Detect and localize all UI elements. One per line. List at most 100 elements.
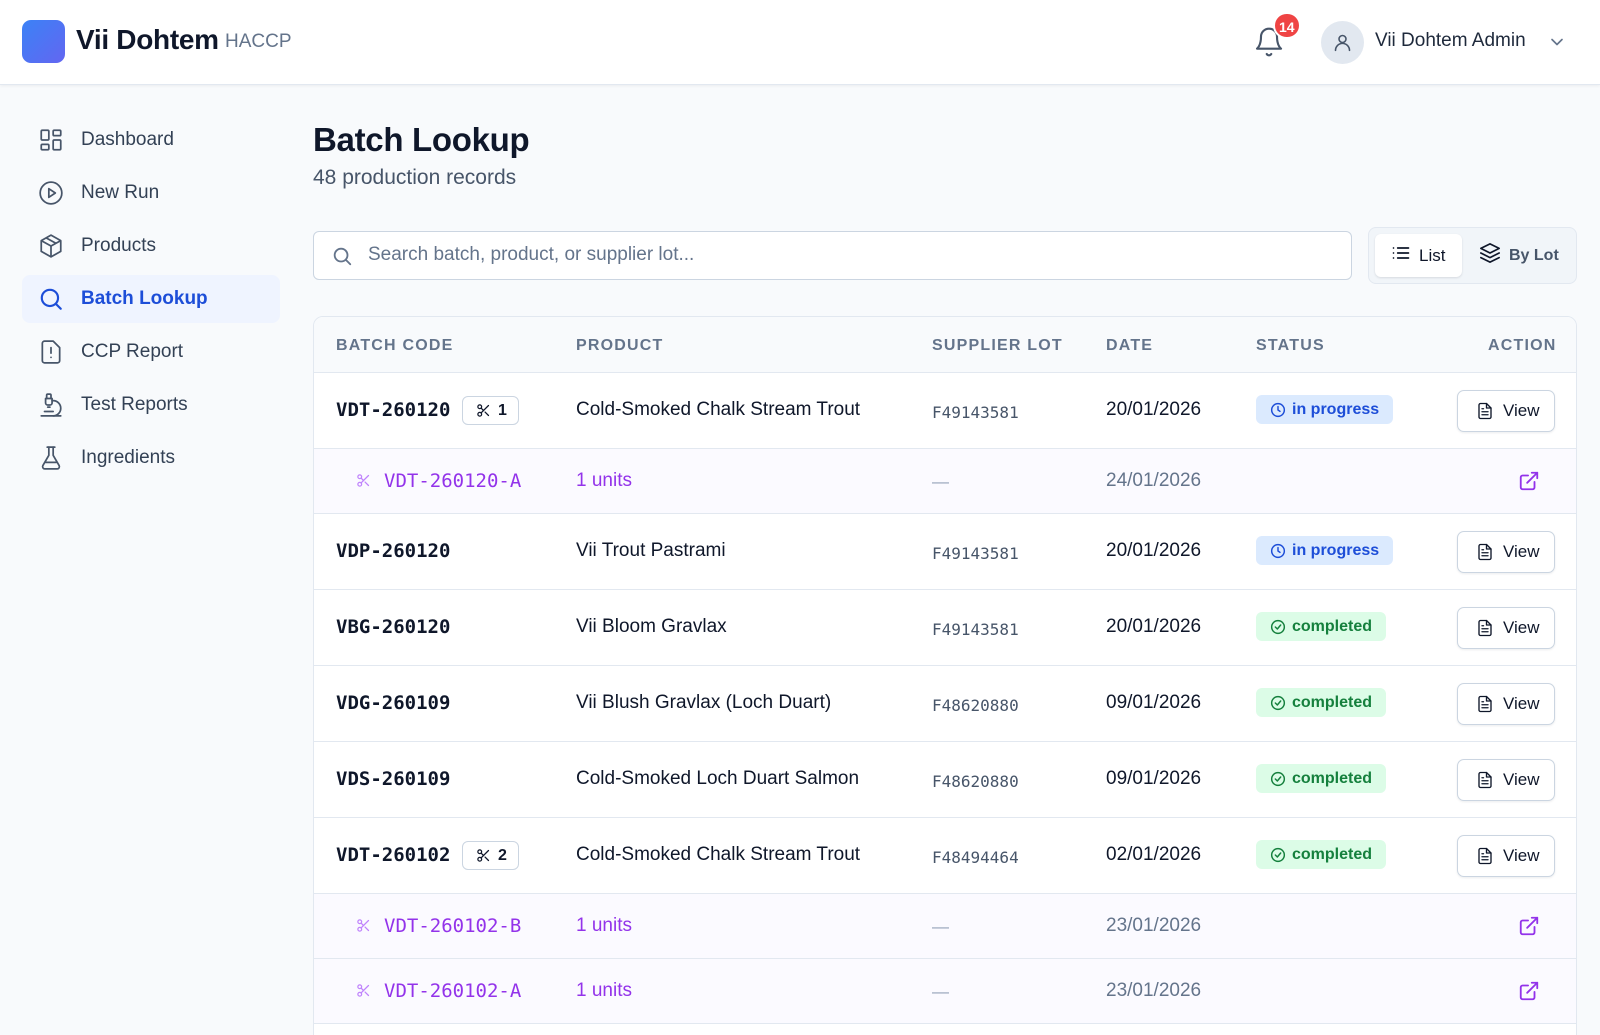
batch-date: 20/01/2026	[1106, 540, 1202, 561]
split-count-chip[interactable]: 2	[462, 841, 519, 870]
status-text: in progress	[1292, 541, 1380, 559]
column-header-product[interactable]: PRODUCT	[576, 337, 664, 354]
column-header-status[interactable]: STATUS	[1256, 337, 1325, 354]
sidebar-item-ingredients[interactable]: Ingredients	[22, 434, 280, 482]
view-label: View	[1503, 770, 1540, 789]
column-header-supplier-lot[interactable]: SUPPLIER LOT	[932, 337, 1063, 354]
sidebar-item-label: Ingredients	[81, 447, 176, 468]
play-circle-icon	[38, 180, 64, 206]
product-name: Vii Blush Gravlax (Loch Duart)	[576, 692, 832, 713]
external-link-icon[interactable]	[1518, 980, 1540, 1002]
table-row[interactable]: VDT-260102 2 Cold-Smoked Chalk Stream Tr…	[314, 818, 1576, 894]
user-menu-name[interactable]: Vii Dohtem Admin	[1375, 30, 1526, 51]
supplier-lot: F49143581	[932, 403, 1019, 422]
batch-date: 09/01/2026	[1106, 768, 1202, 789]
chevron-down-icon[interactable]	[1547, 32, 1567, 57]
search-box	[313, 231, 1352, 280]
product-name: Vii Trout Pastrami	[576, 540, 726, 561]
status-badge: completed	[1256, 764, 1387, 793]
sidebar: Dashboard New Run Products Batch Lookup …	[0, 86, 300, 1035]
microscope-icon	[38, 392, 64, 418]
split-count-chip[interactable]: 1	[462, 396, 519, 425]
scissors-icon	[477, 404, 490, 417]
split-units: 1 units	[576, 980, 632, 1001]
batch-code: VDP-260120	[336, 540, 451, 562]
sidebar-item-test-reports[interactable]: Test Reports	[22, 381, 280, 429]
batch-date: 20/01/2026	[1106, 616, 1202, 637]
document-icon	[1478, 402, 1492, 420]
sidebar-item-ccp-report[interactable]: CCP Report	[22, 328, 280, 376]
search-input[interactable]	[368, 232, 1328, 278]
by-lot-view-label: By Lot	[1509, 246, 1559, 264]
batch-table: BATCH CODE PRODUCT SUPPLIER LOT DATE STA…	[313, 316, 1577, 1035]
avatar[interactable]	[1321, 21, 1364, 64]
layers-icon	[1479, 242, 1501, 269]
table-row[interactable]: VDG-260109 Vii Blush Gravlax (Loch Duart…	[314, 666, 1576, 742]
list-view-button[interactable]: List	[1375, 234, 1462, 277]
scissors-icon	[477, 849, 490, 862]
scissors-icon	[356, 473, 371, 493]
column-header-date[interactable]: DATE	[1106, 337, 1154, 354]
view-button[interactable]: View	[1457, 683, 1555, 725]
table-row[interactable]: VBG-260120 Vii Bloom Gravlax F49143581 2…	[314, 590, 1576, 666]
supplier-lot: F49143581	[932, 620, 1019, 639]
top-bar: Vii Dohtem HACCP 14 Vii Dohtem Admin	[0, 0, 1600, 85]
batch-date: 20/01/2026	[1106, 399, 1202, 420]
batch-code: VDG-260109	[336, 692, 451, 714]
sidebar-item-label: Products	[81, 235, 156, 256]
view-button[interactable]: View	[1457, 607, 1555, 649]
view-button[interactable]: View	[1457, 531, 1555, 573]
product-name: Cold-Smoked Chalk Stream Trout	[576, 399, 861, 420]
split-row[interactable]: VDT-260102-A 1 units — 23/01/2026	[314, 959, 1576, 1024]
bell-icon[interactable]	[1253, 26, 1285, 58]
status-text: completed	[1292, 693, 1373, 711]
split-batch-code: VDT-260102-A	[384, 980, 522, 1002]
document-icon	[1478, 771, 1492, 789]
document-icon	[1478, 695, 1492, 713]
split-count: 2	[498, 846, 507, 864]
check-circle-icon	[1270, 847, 1286, 862]
status-badge: in progress	[1256, 536, 1394, 565]
check-circle-icon	[1270, 695, 1286, 710]
sidebar-item-new-run[interactable]: New Run	[22, 169, 280, 217]
check-circle-icon	[1270, 771, 1286, 786]
product-name: Vii Bloom Gravlax	[576, 616, 727, 637]
table-row[interactable]: VDS-260109 Cold-Smoked Loch Duart Salmon…	[314, 742, 1576, 818]
split-units: 1 units	[576, 470, 632, 491]
split-row[interactable]: VDT-260102-B 1 units — 23/01/2026	[314, 894, 1576, 959]
by-lot-view-button[interactable]: By Lot	[1473, 234, 1571, 277]
batch-code: VBG-260120	[336, 616, 451, 638]
split-batch-code: VDT-260102-B	[384, 915, 522, 937]
record-count: 48 production records	[313, 166, 517, 189]
view-button[interactable]: View	[1457, 759, 1555, 801]
flask-icon	[38, 445, 64, 471]
sidebar-item-batch-lookup[interactable]: Batch Lookup	[22, 275, 280, 323]
column-header-batch-code[interactable]: BATCH CODE	[336, 337, 454, 354]
search-icon	[38, 286, 64, 312]
batch-date: 09/01/2026	[1106, 692, 1202, 713]
list-view-label: List	[1419, 245, 1446, 265]
view-button[interactable]: View	[1457, 390, 1555, 432]
sidebar-item-dashboard[interactable]: Dashboard	[22, 116, 280, 164]
product-name: Cold-Smoked Loch Duart Salmon	[576, 768, 860, 789]
supplier-lot: F48620880	[932, 696, 1019, 715]
box-icon	[38, 233, 64, 259]
product-name: Cold-Smoked Chalk Stream Trout	[576, 844, 861, 865]
external-link-icon[interactable]	[1518, 915, 1540, 937]
page-title: Batch Lookup	[313, 121, 530, 158]
table-row[interactable]: VDT-260120 1 Cold-Smoked Chalk Stream Tr…	[314, 373, 1576, 449]
sidebar-item-products[interactable]: Products	[22, 222, 280, 270]
notification-badge: 14	[1273, 12, 1301, 39]
view-button[interactable]: View	[1457, 835, 1555, 877]
sidebar-item-label: Batch Lookup	[81, 288, 208, 309]
user-icon	[1334, 34, 1351, 52]
table-row[interactable]: VDP-260120 Vii Trout Pastrami F49143581 …	[314, 514, 1576, 590]
split-row[interactable]: VDT-260120-A 1 units — 24/01/2026	[314, 449, 1576, 514]
split-units: 1 units	[576, 915, 632, 936]
sidebar-item-label: CCP Report	[81, 341, 184, 362]
status-text: completed	[1292, 617, 1373, 635]
external-link-icon[interactable]	[1518, 470, 1540, 492]
document-icon	[1478, 619, 1492, 637]
batch-code: VDS-260109	[336, 768, 451, 790]
app-logo[interactable]	[22, 20, 65, 63]
